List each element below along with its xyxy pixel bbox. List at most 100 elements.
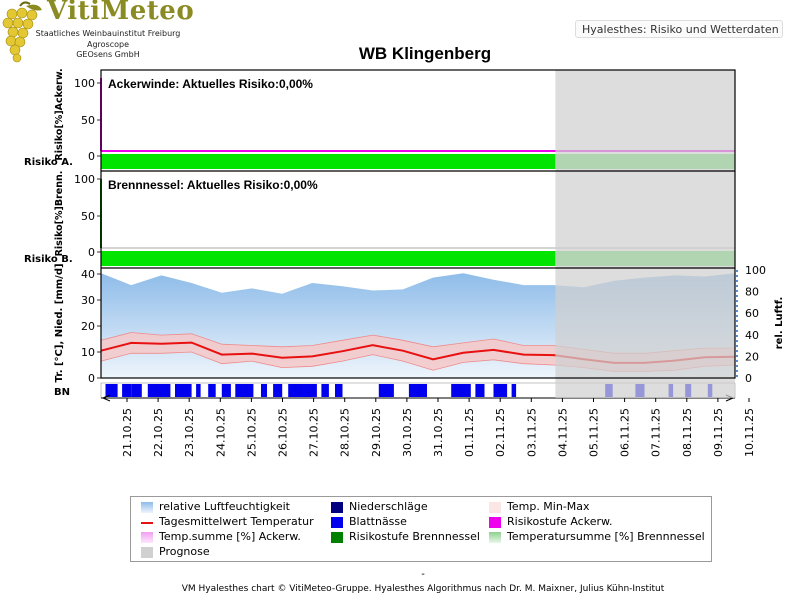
weather-ytick-left-4: 0 xyxy=(88,372,95,385)
risk-row-label-0: Risiko A. xyxy=(24,157,73,168)
vitimeteo-logo: VitiMeteo Staatliches Weinbauinstitut Fr… xyxy=(0,0,194,64)
x-label-3: 24.10.25 xyxy=(214,408,227,457)
brand-line-3: GEOsens GmbH xyxy=(76,50,140,59)
risk-band-observed-1 xyxy=(101,251,556,266)
legend-swatch-brenn xyxy=(331,532,343,543)
blattnaesse-bar-17 xyxy=(475,384,485,397)
blattnaesse-bar-3 xyxy=(147,384,171,397)
legend-label: Risikostufe Brennnessel xyxy=(349,530,480,543)
footer-credits: VM Hyalesthes chart © VitiMeteo-Gruppe. … xyxy=(181,584,665,594)
legend-swatch-acker xyxy=(489,517,501,528)
legend-label: relative Luftfeuchtigkeit xyxy=(159,500,290,513)
legend-swatch-humidity xyxy=(141,502,153,513)
blattnaesse-bar-10 xyxy=(273,384,283,397)
blattnaesse-bar-13 xyxy=(335,384,343,397)
x-label-20: 10.11.25 xyxy=(743,408,756,457)
risk-ytick-1-2: 0 xyxy=(88,246,95,259)
risk-ytick-0-2: 0 xyxy=(88,150,95,163)
x-label-19: 09.11.25 xyxy=(712,408,725,457)
risk-ytick-0-0: 100 xyxy=(74,77,95,90)
blattnaesse-bar-9 xyxy=(261,384,267,397)
x-label-10: 31.10.25 xyxy=(432,408,445,457)
blattnaesse-bar-15 xyxy=(408,384,427,397)
blattnaesse-bar-7 xyxy=(221,384,231,397)
blattnaesse-bar-16 xyxy=(451,384,471,397)
x-label-1: 22.10.25 xyxy=(152,408,165,457)
legend-swatch-tempband xyxy=(489,502,501,513)
legend-label: Temp. Min-Max xyxy=(507,500,590,513)
blattnaesse-bar-0 xyxy=(105,384,118,397)
risk-band-observed-0 xyxy=(101,154,556,169)
legend-swatch-templine xyxy=(141,522,153,524)
prognose-overlay xyxy=(555,70,735,398)
legend-label: Temperatursumme [%] Brennnessel xyxy=(507,530,705,543)
x-label-16: 06.11.25 xyxy=(619,408,632,457)
legend-label: Tagesmittelwert Temperatur xyxy=(159,515,314,528)
x-label-12: 02.11.25 xyxy=(494,408,507,457)
weather-ytick-left-3: 10 xyxy=(81,346,95,359)
blattnaesse-bar-5 xyxy=(196,384,201,397)
x-label-9: 30.10.25 xyxy=(401,408,414,457)
blattnaesse-bar-1 xyxy=(122,384,132,397)
weather-ytick-right-4: 20 xyxy=(745,350,759,363)
legend-swatch-blattnaesse xyxy=(331,517,343,528)
legend-swatch-niederschlag xyxy=(331,502,343,513)
weather-ytick-right-3: 40 xyxy=(745,329,759,342)
weather-ytick-right-5: 0 xyxy=(745,372,752,385)
x-label-14: 04.11.25 xyxy=(556,408,569,457)
risk-row-label-1: Risiko B. xyxy=(24,254,73,265)
risk-ytick-0-1: 50 xyxy=(81,114,95,127)
brand-line-1: Staatliches Weinbauinstitut Freiburg xyxy=(35,29,181,38)
x-label-18: 08.11.25 xyxy=(681,408,694,457)
blattnaesse-bar-11 xyxy=(288,384,317,397)
x-label-0: 21.10.25 xyxy=(121,408,134,457)
legend-label: Niederschläge xyxy=(349,500,428,513)
x-label-4: 25.10.25 xyxy=(245,408,258,457)
brand-line-2: Agroscope xyxy=(86,40,130,49)
brand-name: VitiMeteo xyxy=(47,0,195,26)
weather-ylabel-left: Tr. [°C], Nied. [mm/d] xyxy=(54,263,65,382)
x-label-13: 03.11.25 xyxy=(525,408,538,457)
risk-ytick-1-1: 50 xyxy=(81,210,95,223)
weather-ylabel-right: rel. Luftf. xyxy=(774,297,785,350)
blattnaesse-bar-2 xyxy=(131,384,142,397)
legend-swatch-brenn_grad xyxy=(489,532,501,543)
x-label-11: 01.11.25 xyxy=(463,408,476,457)
header-title-box: Hyalesthes: Risiko und Wetterdaten xyxy=(575,20,783,38)
blattnaesse-bar-14 xyxy=(378,384,394,397)
blattnaesse-bar-6 xyxy=(208,384,216,397)
risk-panel-label-1: Brennnessel: Aktuelles Risiko:0,00% xyxy=(108,178,318,192)
risk-ylabel-1: Risiko[%]Brenn. xyxy=(54,171,65,257)
legend-label: Temp.summe [%] Ackerw. xyxy=(159,530,301,543)
legend-swatch-prognose xyxy=(141,547,153,558)
x-label-15: 05.11.25 xyxy=(588,408,601,457)
x-label-8: 29.10.25 xyxy=(370,408,383,457)
weather-ytick-right-2: 60 xyxy=(745,307,759,320)
footer-dash: - xyxy=(421,569,425,580)
x-label-6: 27.10.25 xyxy=(308,408,321,457)
x-label-2: 23.10.25 xyxy=(183,408,196,457)
weather-ytick-left-0: 40 xyxy=(81,268,95,281)
blattnaesse-bar-12 xyxy=(321,384,329,397)
legend: relative Luftfeuchtigkeit Niederschläge Te… xyxy=(130,496,712,562)
blattnaesse-bar-4 xyxy=(175,384,192,397)
blattnaesse-bar-8 xyxy=(235,384,254,397)
risk-panel-label-0: Ackerwinde: Aktuelles Risiko:0,00% xyxy=(108,77,313,91)
grape-icon xyxy=(2,1,42,63)
weather-ytick-right-0: 100 xyxy=(745,264,766,277)
plot-frame xyxy=(100,69,736,379)
legend-label: Prognose xyxy=(159,545,210,558)
risk-ytick-1-0: 100 xyxy=(74,173,95,186)
chart-title: WB Klingenberg xyxy=(358,44,492,63)
weather-ytick-left-2: 20 xyxy=(81,320,95,333)
blattnaesse-bar-18 xyxy=(493,384,508,397)
blattnaesse-bar-19 xyxy=(511,384,517,397)
legend-swatch-acker_grad xyxy=(141,532,153,543)
legend-label: Blattnässe xyxy=(349,515,407,528)
weather-ytick-right-1: 80 xyxy=(745,286,759,299)
weather-ytick-left-1: 30 xyxy=(81,294,95,307)
bn-row-label: BN xyxy=(54,387,70,398)
x-label-17: 07.11.25 xyxy=(650,408,663,457)
x-label-7: 28.10.25 xyxy=(339,408,352,457)
